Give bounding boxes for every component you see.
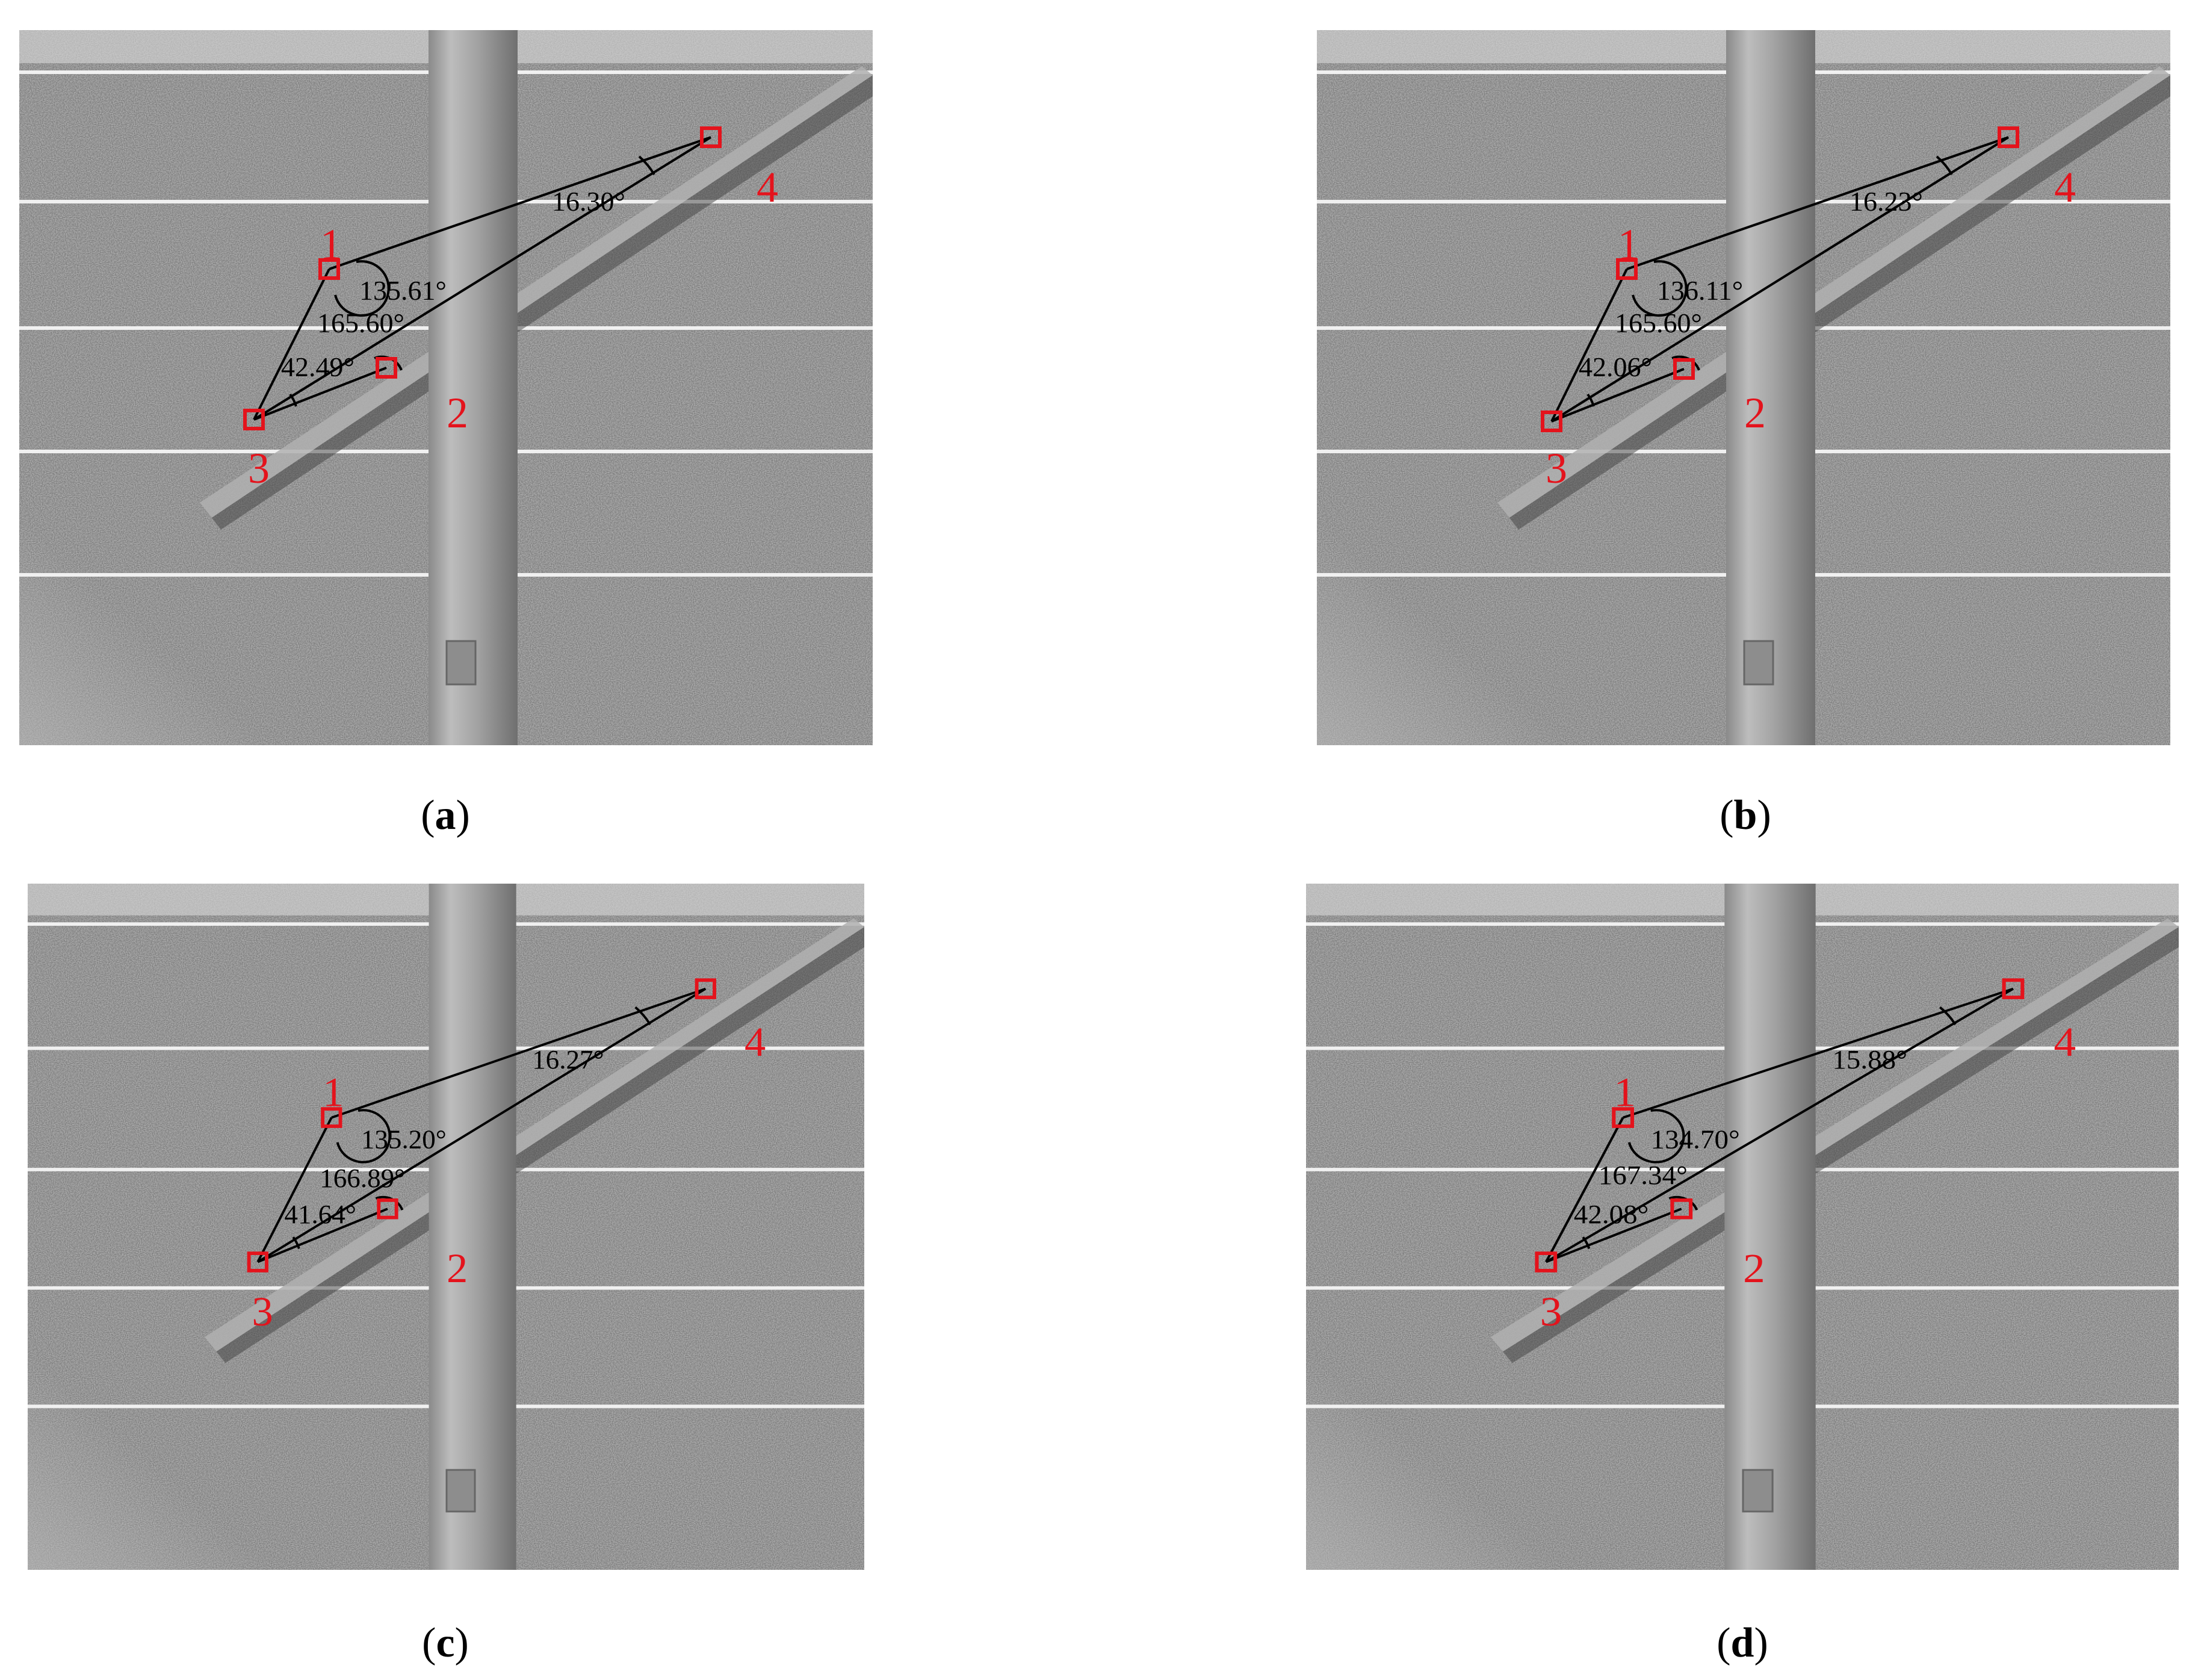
caption-b: (b) xyxy=(1720,792,1771,838)
svg-text:135.61°: 135.61° xyxy=(359,275,447,306)
svg-text:2: 2 xyxy=(1743,1245,1765,1291)
sand-background xyxy=(1317,30,2170,745)
photo-d: 15.88° 134.70° 167.34° 42.08° 1 2 3 4 xyxy=(1306,884,2179,1570)
svg-text:134.70°: 134.70° xyxy=(1651,1124,1740,1154)
svg-text:2: 2 xyxy=(1744,389,1766,437)
svg-text:2: 2 xyxy=(447,389,468,437)
caption-a: (a) xyxy=(421,792,470,838)
svg-text:1: 1 xyxy=(320,220,342,268)
svg-text:167.34°: 167.34° xyxy=(1599,1160,1688,1189)
photo-b: 16.23° 136.11° 165.60° 42.06° 1 2 3 4 xyxy=(1317,30,2170,745)
svg-text:15.88°: 15.88° xyxy=(1832,1044,1907,1074)
svg-text:42.08°: 42.08° xyxy=(1574,1200,1649,1229)
svg-text:4: 4 xyxy=(2054,163,2076,211)
svg-text:1: 1 xyxy=(1618,220,1639,268)
svg-text:16.30°: 16.30° xyxy=(552,186,625,217)
svg-text:3: 3 xyxy=(252,1289,273,1335)
svg-text:1: 1 xyxy=(1614,1069,1636,1115)
caption-d: (d) xyxy=(1717,1620,1768,1666)
svg-text:135.20°: 135.20° xyxy=(361,1124,447,1154)
overlay-b: 16.23° 136.11° 165.60° 42.06° 1 2 3 4 xyxy=(1541,126,2076,492)
svg-text:2: 2 xyxy=(447,1246,468,1292)
photo-a: 16.30° 135.61° 165.60° 42.49° 1 2 3 4 xyxy=(19,30,873,745)
sand-background xyxy=(1306,884,2179,1570)
photo-c: 16.27° 135.20° 166.89° 41.64° 1 2 3 4 xyxy=(28,884,864,1570)
svg-text:3: 3 xyxy=(1540,1289,1562,1334)
svg-text:16.23°: 16.23° xyxy=(1850,186,1923,217)
svg-text:41.64°: 41.64° xyxy=(284,1200,356,1229)
sand-background xyxy=(28,884,864,1570)
svg-text:42.49°: 42.49° xyxy=(281,352,354,382)
svg-text:166.89°: 166.89° xyxy=(320,1163,405,1192)
sand-background xyxy=(19,30,873,745)
overlay-d: 15.88° 134.70° 167.34° 42.08° 1 2 3 4 xyxy=(1535,978,2076,1335)
caption-c: (c) xyxy=(422,1620,469,1666)
overlay-c: 16.27° 135.20° 166.89° 41.64° 1 2 3 4 xyxy=(247,978,766,1335)
svg-text:136.11°: 136.11° xyxy=(1657,275,1743,306)
svg-text:4: 4 xyxy=(757,163,778,211)
svg-text:1: 1 xyxy=(323,1070,344,1115)
overlay-a: 16.30° 135.61° 165.60° 42.49° 1 2 3 4 xyxy=(243,126,778,492)
svg-text:4: 4 xyxy=(745,1020,766,1065)
svg-text:4: 4 xyxy=(2054,1019,2076,1065)
svg-text:165.60°: 165.60° xyxy=(1615,308,1702,338)
svg-text:165.60°: 165.60° xyxy=(317,308,404,338)
svg-text:16.27°: 16.27° xyxy=(532,1044,604,1074)
svg-text:42.06°: 42.06° xyxy=(1579,352,1652,382)
svg-text:3: 3 xyxy=(1546,444,1567,492)
svg-text:3: 3 xyxy=(248,444,270,492)
